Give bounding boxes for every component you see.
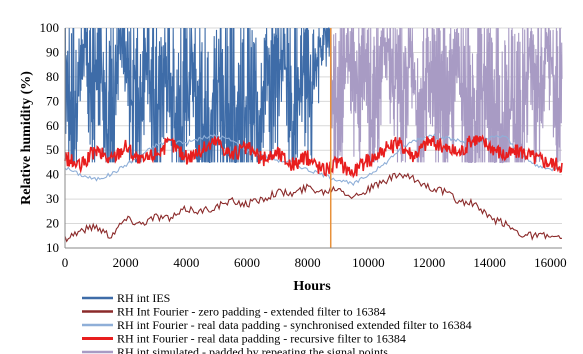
series-texture xyxy=(64,27,332,163)
x-tick-label: 2000 xyxy=(113,255,139,270)
y-tick-labels: 10 20 30 40 50 60 70 80 90 100 xyxy=(40,20,60,255)
x-tick-label: 4000 xyxy=(173,255,199,270)
x-tick-label: 0 xyxy=(62,255,69,270)
series-line xyxy=(64,172,563,243)
y-tick-label: 90 xyxy=(46,44,59,59)
y-tick-label: 80 xyxy=(46,69,59,84)
legend-entry: RH Int Fourier - zero padding - extended… xyxy=(117,305,386,319)
y-tick-label: 40 xyxy=(46,167,59,182)
legend-entry: RH int IES xyxy=(117,291,170,305)
series-fill-lines xyxy=(64,27,563,164)
series-line xyxy=(64,134,563,179)
x-tick-label: 10000 xyxy=(352,255,385,270)
x-tick-label: 8000 xyxy=(295,255,321,270)
x-tick-label: 14000 xyxy=(473,255,506,270)
x-tick-label: 6000 xyxy=(234,255,260,270)
series-line xyxy=(64,133,563,187)
y-tick-label: 60 xyxy=(46,118,59,133)
y-tick-label: 70 xyxy=(46,93,59,108)
axes xyxy=(64,28,562,249)
y-tick-label: 50 xyxy=(46,142,59,157)
x-tick-labels: 0 2000 4000 6000 8000 10000 12000 14000 16000 xyxy=(62,255,567,270)
x-tick-label: 16000 xyxy=(534,255,567,270)
x-axis-label: Hours xyxy=(293,279,331,294)
series-texture xyxy=(330,27,563,164)
legend-entry: RH int Fourier - real data padding - syn… xyxy=(117,318,472,332)
series-lines xyxy=(64,133,563,243)
y-tick-label: 30 xyxy=(46,191,59,206)
y-tick-label: 10 xyxy=(46,240,59,255)
x-tick-label: 12000 xyxy=(413,255,446,270)
y-tick-label: 20 xyxy=(46,216,59,231)
y-axis-label: Relative humidity (%) xyxy=(19,71,34,205)
legend-entry: RH int simulated - padded by repeating t… xyxy=(117,345,388,354)
legend-entry: RH int Fourier - real data padding - rec… xyxy=(117,332,406,346)
y-tick-label: 100 xyxy=(40,20,60,35)
